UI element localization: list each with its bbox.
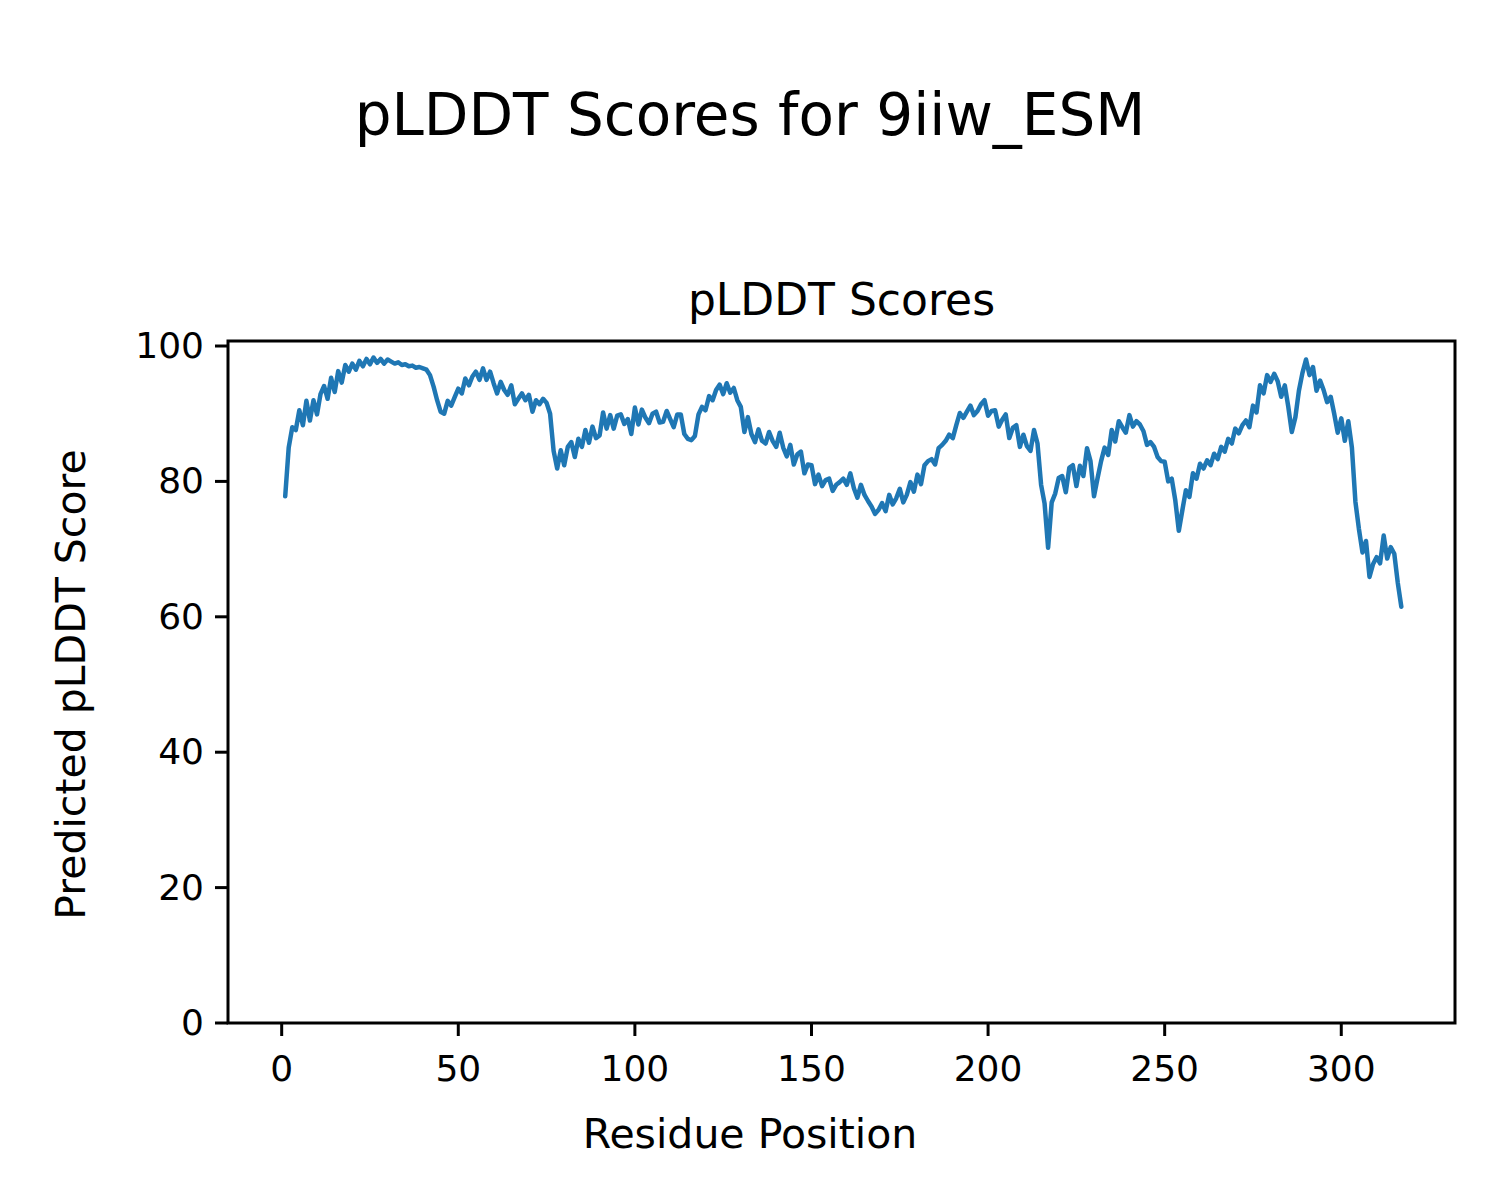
x-axis-tick-label: 150 — [777, 1048, 846, 1089]
x-axis-label: Residue Position — [0, 1112, 1500, 1157]
x-axis-tick-label: 200 — [954, 1048, 1023, 1089]
plddt-line — [285, 358, 1401, 607]
y-axis-tick-label: 80 — [158, 460, 204, 501]
plot-area: 0 50 100 150 200 250 300 0 20 40 60 80 100 — [0, 0, 1500, 1200]
y-axis-tick-label: 60 — [158, 596, 204, 637]
y-axis-tick-label: 40 — [158, 731, 204, 772]
figure-canvas: pLDDT Scores for 9iiw_ESM pLDDT Scores 0… — [0, 0, 1500, 1200]
x-axis-tick-label: 250 — [1130, 1048, 1199, 1089]
y-axis-label: Predicted pLDDT Score — [49, 235, 94, 1135]
axes-spines — [228, 341, 1455, 1023]
x-axis-tick-label: 300 — [1307, 1048, 1376, 1089]
x-axis-tick-label: 50 — [435, 1048, 481, 1089]
axes-title: pLDDT Scores — [228, 276, 1455, 324]
figure-suptitle: pLDDT Scores for 9iiw_ESM — [0, 84, 1500, 148]
y-axis-tick-label: 100 — [135, 325, 204, 366]
y-axis-tick-label: 0 — [181, 1002, 204, 1043]
y-axis-tick-label: 20 — [158, 867, 204, 908]
x-axis-tick-label: 100 — [601, 1048, 670, 1089]
x-axis-tick-label: 0 — [270, 1048, 293, 1089]
